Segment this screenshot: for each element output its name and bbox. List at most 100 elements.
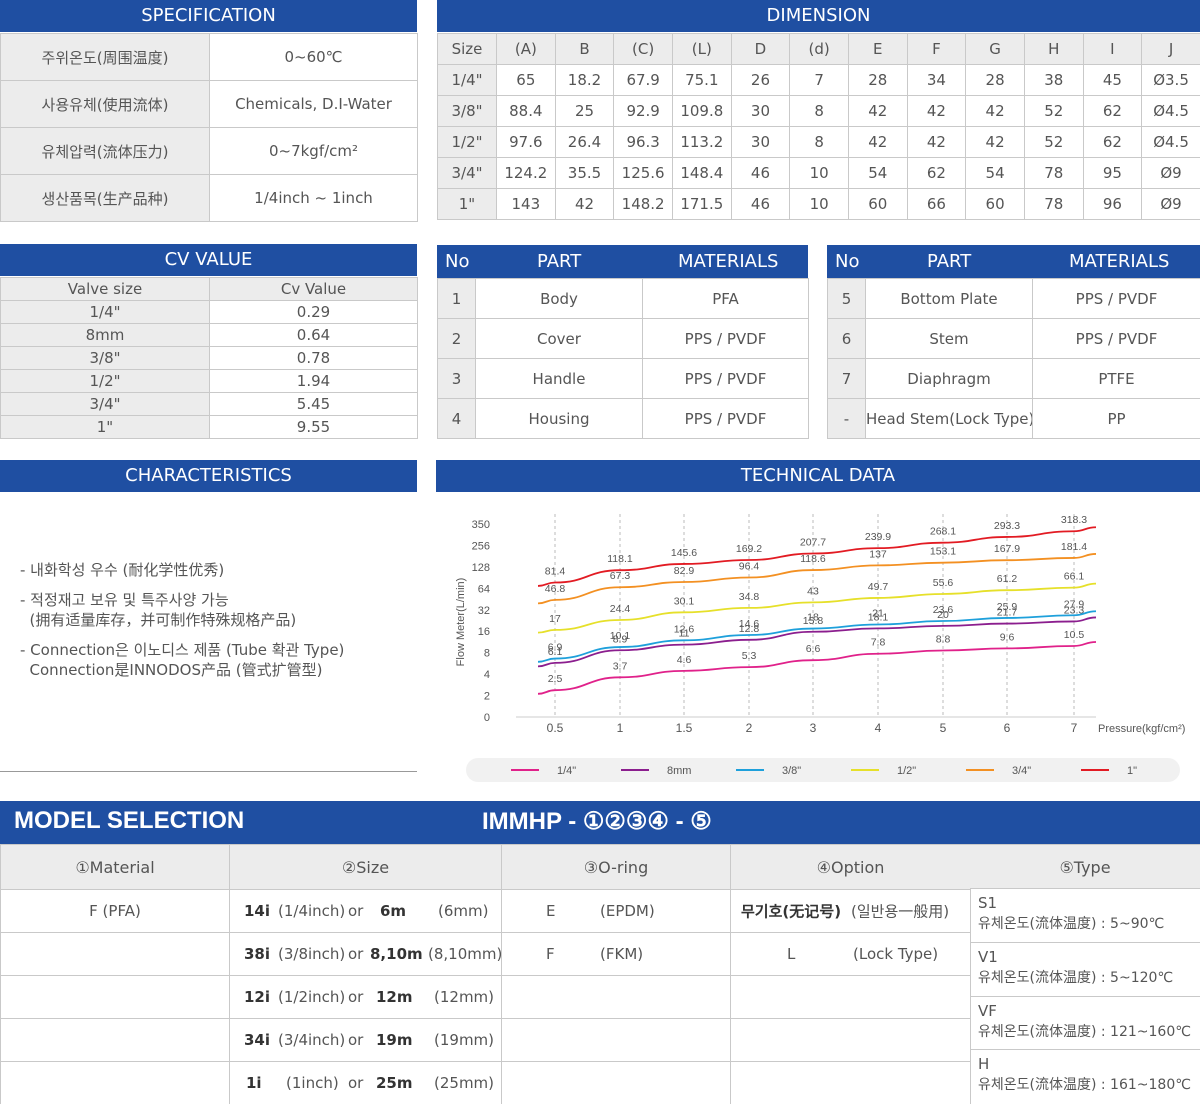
data-label: 23.6 xyxy=(933,604,954,616)
size-cell: 38i (3/8inch) or 8,10m (8,10mm) xyxy=(229,932,502,976)
column-header: (d) xyxy=(789,33,849,65)
table-cell: 62 xyxy=(906,157,967,189)
table-cell: PPS / PVDF xyxy=(1032,278,1200,319)
table-cell: 10 xyxy=(789,188,849,220)
table-cell: 42 xyxy=(965,95,1025,127)
size-inch-label: (1/2inch) xyxy=(278,988,346,1006)
table-cell: 97.6 xyxy=(496,126,556,158)
table-cell: 78 xyxy=(1023,188,1084,220)
table-row: 1" 143 42 148.2 171.5 46 10 60 66 60 78 96 Ø9 xyxy=(437,188,1200,220)
table-cell: Housing xyxy=(475,398,643,439)
size-mm-code: 25m xyxy=(376,1074,413,1092)
table-cell: 10 xyxy=(789,157,849,189)
table-cell: 30 xyxy=(730,126,791,158)
column-header: E xyxy=(847,33,908,65)
table-cell: 42 xyxy=(906,95,967,127)
oring-cell: F (FKM) xyxy=(501,932,731,976)
table-cell: 148.4 xyxy=(671,157,732,189)
table-cell: 75.1 xyxy=(671,64,732,96)
legend-label: 8mm xyxy=(667,765,691,777)
table-cell: PP xyxy=(1032,398,1200,439)
parts-left-header: No PART MATERIALS xyxy=(437,245,808,278)
table-cell: Handle xyxy=(475,358,643,399)
data-label: 21 xyxy=(872,608,884,620)
valve-size-cell: 1/2" xyxy=(0,369,210,393)
table-cell: 62 xyxy=(1082,126,1143,158)
x-tick-label: 6 xyxy=(1004,721,1011,735)
legend-box xyxy=(466,758,1180,782)
characteristics-list: - 내화학성 우수 (耐化学性优秀) - 적정재고 보유 및 특주사양 가능 (… xyxy=(20,560,410,690)
y-axis-label: Flow Meter(L/min) xyxy=(455,578,467,667)
series-line xyxy=(537,526,1097,587)
option-name: (일반용一般用) xyxy=(851,902,950,921)
data-label: 96.4 xyxy=(739,560,760,572)
x-tick-label: 5 xyxy=(940,721,947,735)
option-name: (Lock Type) xyxy=(853,945,939,963)
table-cell: Ø9 xyxy=(1141,157,1200,189)
x-tick-label: 4 xyxy=(875,721,882,735)
table-row: 3/8" 88.4 25 92.9 109.8 30 8 42 42 42 52 62 Ø4.5 xyxy=(437,95,1200,127)
legend-label: 1/4" xyxy=(557,765,576,777)
table-cell: PFA xyxy=(642,278,809,319)
size-mm-code: 12m xyxy=(376,988,413,1006)
table-cell: 125.6 xyxy=(613,157,673,189)
data-label: 55.6 xyxy=(933,577,954,589)
type-header: ⑤Type xyxy=(970,844,1200,889)
table-cell: PPS / PVDF xyxy=(642,318,809,359)
table-header-row: Valve size Cv Value xyxy=(0,277,418,301)
table-row: 2 Cover PPS / PVDF xyxy=(437,318,809,359)
table-cell: 42 xyxy=(847,126,908,158)
data-label: 21.7 xyxy=(997,607,1018,619)
data-label: 318.3 xyxy=(1061,514,1087,526)
data-label: 11 xyxy=(679,628,690,640)
y-tick-label: 350 xyxy=(472,519,490,531)
size-cell: 12i (1/2inch) or 12m (12mm) xyxy=(229,975,502,1019)
data-label: 6.1 xyxy=(548,646,563,658)
size-mm-code: 6m xyxy=(380,902,407,920)
data-label: 23.3 xyxy=(1064,604,1085,616)
spec-value: 0~60℃ xyxy=(209,33,418,81)
table-row: 1/4" 0.29 xyxy=(0,300,418,324)
table-header-row: Size (A) B (C) (L) D (d) E F G H I J xyxy=(437,33,1200,65)
data-label: 137 xyxy=(869,548,887,560)
table-cell: 67.9 xyxy=(613,64,673,96)
material-cell xyxy=(0,1061,230,1104)
parts-right-part-header: PART xyxy=(927,251,972,272)
part-no-cell: 1 xyxy=(437,278,476,319)
legend-label: 1/2" xyxy=(897,765,916,777)
data-label: 61.2 xyxy=(997,573,1018,585)
table-cell: 46 xyxy=(730,157,791,189)
data-label: 43 xyxy=(807,585,819,597)
table-cell: 26 xyxy=(730,64,791,96)
table-row: 3 Handle PPS / PVDF xyxy=(437,358,809,399)
spec-value: 1/4inch ~ 1inch xyxy=(209,174,418,222)
table-cell: 60 xyxy=(965,188,1025,220)
data-label: 2.5 xyxy=(548,673,563,685)
table-cell: 5.45 xyxy=(209,392,418,416)
data-label: 167.9 xyxy=(994,543,1020,555)
part-no-cell: - xyxy=(827,398,866,439)
data-label: 5.3 xyxy=(742,650,757,662)
type-column: S1 유체온도(流体温度) : 5~90℃ V1 유체온도(流体温度) : 5~… xyxy=(970,889,1200,1104)
data-label: 293.3 xyxy=(994,520,1020,532)
oring-name: (EPDM) xyxy=(600,902,655,920)
table-cell: Bottom Plate xyxy=(865,278,1033,319)
data-label: 24.4 xyxy=(610,603,631,615)
data-label: 9.6 xyxy=(1000,631,1015,643)
data-label: 12.8 xyxy=(739,623,760,635)
data-label: 118.1 xyxy=(607,553,633,565)
parts-right-no-header: No xyxy=(835,251,860,272)
table-row: 5 Bottom Plate PPS / PVDF xyxy=(827,278,1200,319)
option-cell xyxy=(730,1061,971,1104)
x-tick-label: 3 xyxy=(810,721,817,735)
part-no-cell: 2 xyxy=(437,318,476,359)
column-header: (A) xyxy=(496,33,556,65)
option-cell xyxy=(730,1018,971,1062)
column-header: G xyxy=(965,33,1025,65)
table-cell: 45 xyxy=(1082,64,1143,96)
data-label: 46.8 xyxy=(545,583,566,595)
dimension-header: DIMENSION xyxy=(437,0,1200,32)
table-cell: 143 xyxy=(496,188,556,220)
type-code: VF xyxy=(978,1001,997,1020)
y-tick-label: 64 xyxy=(478,583,490,595)
